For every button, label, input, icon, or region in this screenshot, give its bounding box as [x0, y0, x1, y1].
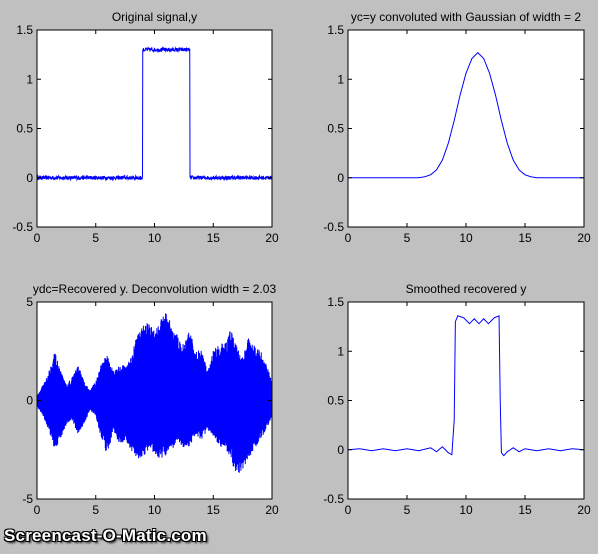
y-tick-label: 0 [337, 443, 344, 457]
x-tick-label: 10 [459, 231, 473, 245]
chart-title: ydc=Recovered y. Deconvolution width = 2… [33, 282, 277, 296]
subplot-4: Smoothed recovered y0 5 10 15 20-0.500.511.5 [323, 282, 591, 517]
subplot-3: ydc=Recovered y. Deconvolution width = 2… [22, 282, 279, 517]
y-tick-label: 0 [26, 394, 33, 408]
subplot-2: yc=y convoluted with Gaussian of width =… [323, 10, 591, 245]
x-tick-label: 20 [577, 231, 591, 245]
chart-title: yc=y convoluted with Gaussian of width =… [351, 10, 581, 24]
chart-title: Original signal,y [112, 10, 197, 24]
x-tick-label: 5 [92, 231, 99, 245]
x-tick-label: 15 [207, 231, 221, 245]
y-tick-label: 1 [26, 72, 33, 86]
series-line [348, 51, 584, 179]
y-tick-label: 1 [337, 344, 344, 358]
y-tick-label: 1 [337, 72, 344, 86]
y-tick-label: 1.5 [327, 23, 344, 37]
y-tick-label: 0 [337, 171, 344, 185]
plot-area [348, 302, 584, 499]
x-tick-label: 10 [148, 231, 162, 245]
subplot-1: Original signal,y0 5 10 15 20-0.500.511.5 [12, 10, 279, 245]
y-tick-label: -0.5 [12, 220, 33, 234]
x-tick-label: 20 [265, 231, 279, 245]
x-tick-label: 15 [207, 503, 221, 517]
x-tick-label: 15 [518, 231, 532, 245]
y-tick-label: 0.5 [16, 122, 33, 136]
x-tick-label: 5 [404, 231, 411, 245]
y-tick-label: 0.5 [327, 394, 344, 408]
plot-area [348, 30, 584, 227]
y-tick-label: 0.5 [327, 122, 344, 136]
chart-title: Smoothed recovered y [406, 282, 527, 296]
x-tick-label: 0 [345, 231, 352, 245]
x-tick-label: 10 [459, 503, 473, 517]
x-tick-label: 20 [265, 503, 279, 517]
plot-area [37, 30, 272, 227]
series-line [37, 313, 272, 473]
y-tick-label: -0.5 [323, 492, 344, 506]
series-line [37, 46, 272, 182]
watermark-text: Screencast-O-Matic.com [4, 526, 207, 545]
y-tick-label: 5 [26, 295, 33, 309]
series-line [348, 315, 584, 457]
x-tick-label: 5 [92, 503, 99, 517]
y-tick-label: 1.5 [327, 295, 344, 309]
x-tick-label: 0 [345, 503, 352, 517]
x-tick-label: 20 [577, 503, 591, 517]
y-tick-label: -0.5 [323, 220, 344, 234]
x-tick-label: 0 [34, 503, 41, 517]
x-tick-label: 5 [404, 503, 411, 517]
y-tick-label: 1.5 [16, 23, 33, 37]
x-tick-label: 10 [148, 503, 162, 517]
x-tick-label: 15 [518, 503, 532, 517]
y-tick-label: -5 [22, 492, 33, 506]
y-tick-label: 0 [26, 171, 33, 185]
x-tick-label: 0 [34, 231, 41, 245]
